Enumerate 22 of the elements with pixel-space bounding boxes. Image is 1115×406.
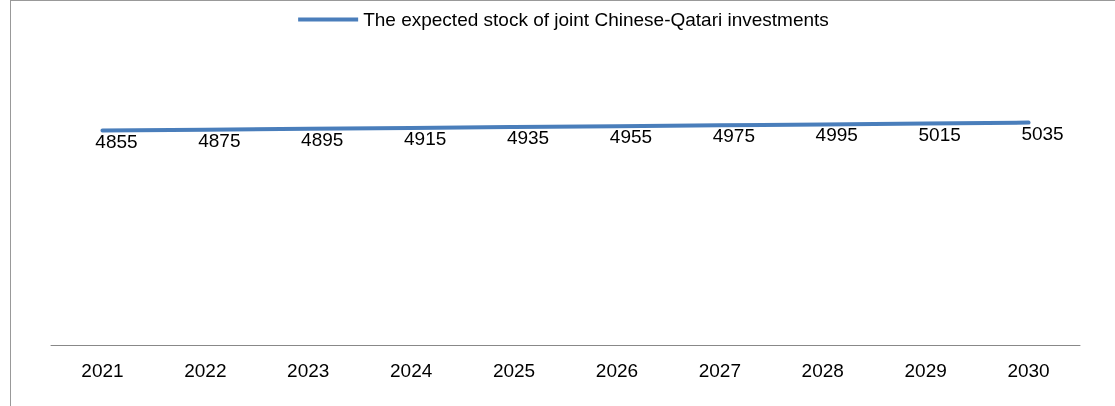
x-tick-label: 2026 <box>595 360 639 381</box>
x-tick-label: 2024 <box>390 360 433 381</box>
data-label: 4995 <box>815 124 858 146</box>
data-label: 4855 <box>95 130 138 152</box>
data-label: 4935 <box>506 127 550 149</box>
data-label: 4875 <box>198 129 241 151</box>
data-label: 5035 <box>1021 122 1064 144</box>
x-tick-label: 2029 <box>904 360 947 381</box>
data-label: 4895 <box>301 128 344 150</box>
data-label: 5015 <box>918 123 961 145</box>
x-tick-label: 2021 <box>81 360 124 381</box>
data-label: 4955 <box>609 126 653 148</box>
x-tick-label: 2022 <box>184 360 227 381</box>
x-tick-label: 2030 <box>1007 360 1050 381</box>
data-label: 4915 <box>404 127 447 149</box>
legend-label: The expected stock of joint Chinese-Qatari investments <box>363 9 829 30</box>
x-tick-label: 2023 <box>287 360 330 381</box>
chart-frame: 2021 2022 2023 2024 2025 2026 2027 2028 2029 2030 4855 4875 4895 4915 4935 4955 4975 4995 5015 5035 The expected stock of joint Chinese-Qatari investments <box>10 0 1115 406</box>
x-tick-label: 2027 <box>698 360 741 381</box>
x-tick-label: 2025 <box>492 360 536 381</box>
x-tick-label: 2028 <box>801 360 844 381</box>
data-label: 4975 <box>712 125 755 147</box>
